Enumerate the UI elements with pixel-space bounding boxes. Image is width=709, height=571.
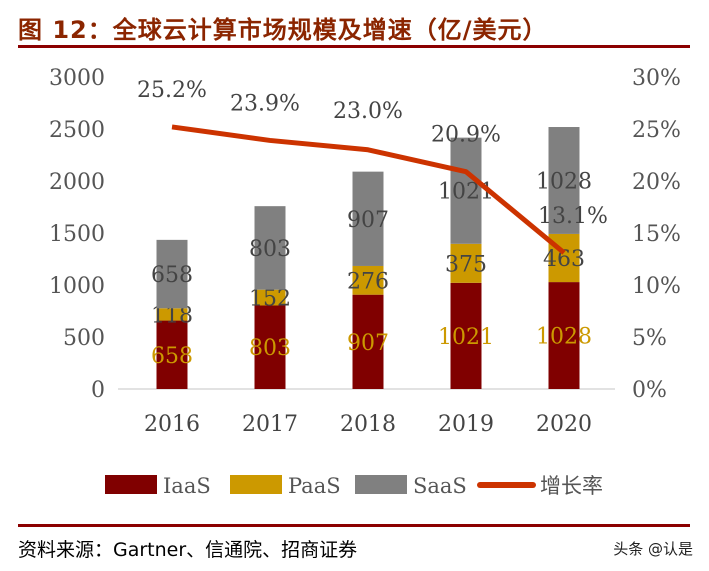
right-axis-tick: 5% bbox=[632, 326, 667, 351]
bar-iaas-2016 bbox=[156, 320, 188, 389]
right-axis-tick: 10% bbox=[632, 274, 681, 299]
x-axis-tick: 2019 bbox=[438, 412, 494, 437]
data-label-saas: 803 bbox=[249, 237, 291, 262]
data-label-iaas: 658 bbox=[151, 344, 193, 369]
footer-rule bbox=[18, 524, 690, 527]
left-axis-tick: 1500 bbox=[49, 222, 105, 247]
legend-swatch-saas bbox=[355, 475, 407, 494]
right-axis-tick: 15% bbox=[632, 222, 681, 247]
growth-rate-label: 13.1% bbox=[538, 204, 608, 229]
data-label-iaas: 803 bbox=[249, 336, 291, 361]
legend-label-saas: SaaS bbox=[413, 474, 467, 498]
legend-swatch-iaas bbox=[105, 475, 157, 494]
growth-rate-label: 23.0% bbox=[333, 99, 403, 124]
bar-saas-2016 bbox=[156, 239, 188, 309]
data-label-iaas: 1021 bbox=[438, 325, 494, 350]
left-axis-tick: 2000 bbox=[49, 170, 105, 195]
right-axis-tick: 20% bbox=[632, 170, 681, 195]
right-axis-tick: 25% bbox=[632, 118, 681, 143]
bar-iaas-2018 bbox=[352, 294, 384, 389]
data-label-paas: 152 bbox=[249, 287, 291, 312]
data-label-paas: 375 bbox=[445, 252, 487, 277]
right-axis-tick: 30% bbox=[632, 66, 681, 91]
bar-iaas-2020 bbox=[548, 282, 580, 389]
bar-paas-2017 bbox=[254, 289, 286, 306]
left-axis-tick: 0 bbox=[91, 378, 105, 403]
bar-iaas-2019 bbox=[450, 282, 482, 389]
data-label-saas: 1021 bbox=[438, 180, 494, 205]
figure-title: 图 12：全球云计算市场规模及增速（亿/美元） bbox=[18, 16, 548, 44]
x-axis-tick: 2018 bbox=[340, 412, 396, 437]
left-axis-tick: 1000 bbox=[49, 274, 105, 299]
growth-rate-label: 23.9% bbox=[230, 91, 300, 116]
left-axis-tick: 500 bbox=[63, 326, 105, 351]
x-axis-tick: 2017 bbox=[242, 412, 298, 437]
data-label-paas: 276 bbox=[347, 269, 389, 294]
left-axis-tick: 2500 bbox=[49, 118, 105, 143]
chart: 0 500 1000 1500 2000 2500 3000 0% 5% 10% 15% 20% 25%… bbox=[49, 66, 681, 498]
source-note: 资料来源：Gartner、信通院、招商证券 bbox=[18, 539, 358, 561]
bar-paas-2016 bbox=[156, 308, 188, 321]
legend-label-paas: PaaS bbox=[288, 474, 341, 498]
watermark: 头条 @认是 bbox=[613, 540, 693, 558]
right-axis-tick: 0% bbox=[632, 378, 667, 403]
data-label-saas: 1028 bbox=[536, 169, 592, 194]
legend-swatch-paas bbox=[230, 475, 282, 494]
bar-saas-2020 bbox=[548, 127, 580, 234]
data-label-saas: 907 bbox=[347, 208, 389, 233]
growth-rate-line bbox=[171, 124, 566, 255]
bar-saas-2017 bbox=[254, 206, 286, 290]
left-axis-tick: 3000 bbox=[49, 66, 105, 91]
data-label-iaas: 1028 bbox=[536, 325, 592, 350]
data-label-iaas: 907 bbox=[347, 331, 389, 356]
x-axis-tick: 2020 bbox=[536, 412, 592, 437]
legend-label-growth: 增长率 bbox=[540, 474, 603, 498]
x-axis-tick: 2016 bbox=[144, 412, 200, 437]
growth-rate-label: 20.9% bbox=[431, 123, 501, 148]
bar-paas-2018 bbox=[352, 265, 384, 295]
bar-saas-2019 bbox=[450, 137, 482, 244]
bar-saas-2018 bbox=[352, 171, 384, 266]
growth-rate-label: 25.2% bbox=[137, 78, 207, 103]
bar-paas-2019 bbox=[450, 243, 482, 283]
legend-label-iaas: IaaS bbox=[163, 474, 211, 498]
title-rule bbox=[18, 45, 690, 48]
data-label-saas: 658 bbox=[151, 263, 193, 288]
bar-iaas-2017 bbox=[254, 305, 286, 389]
